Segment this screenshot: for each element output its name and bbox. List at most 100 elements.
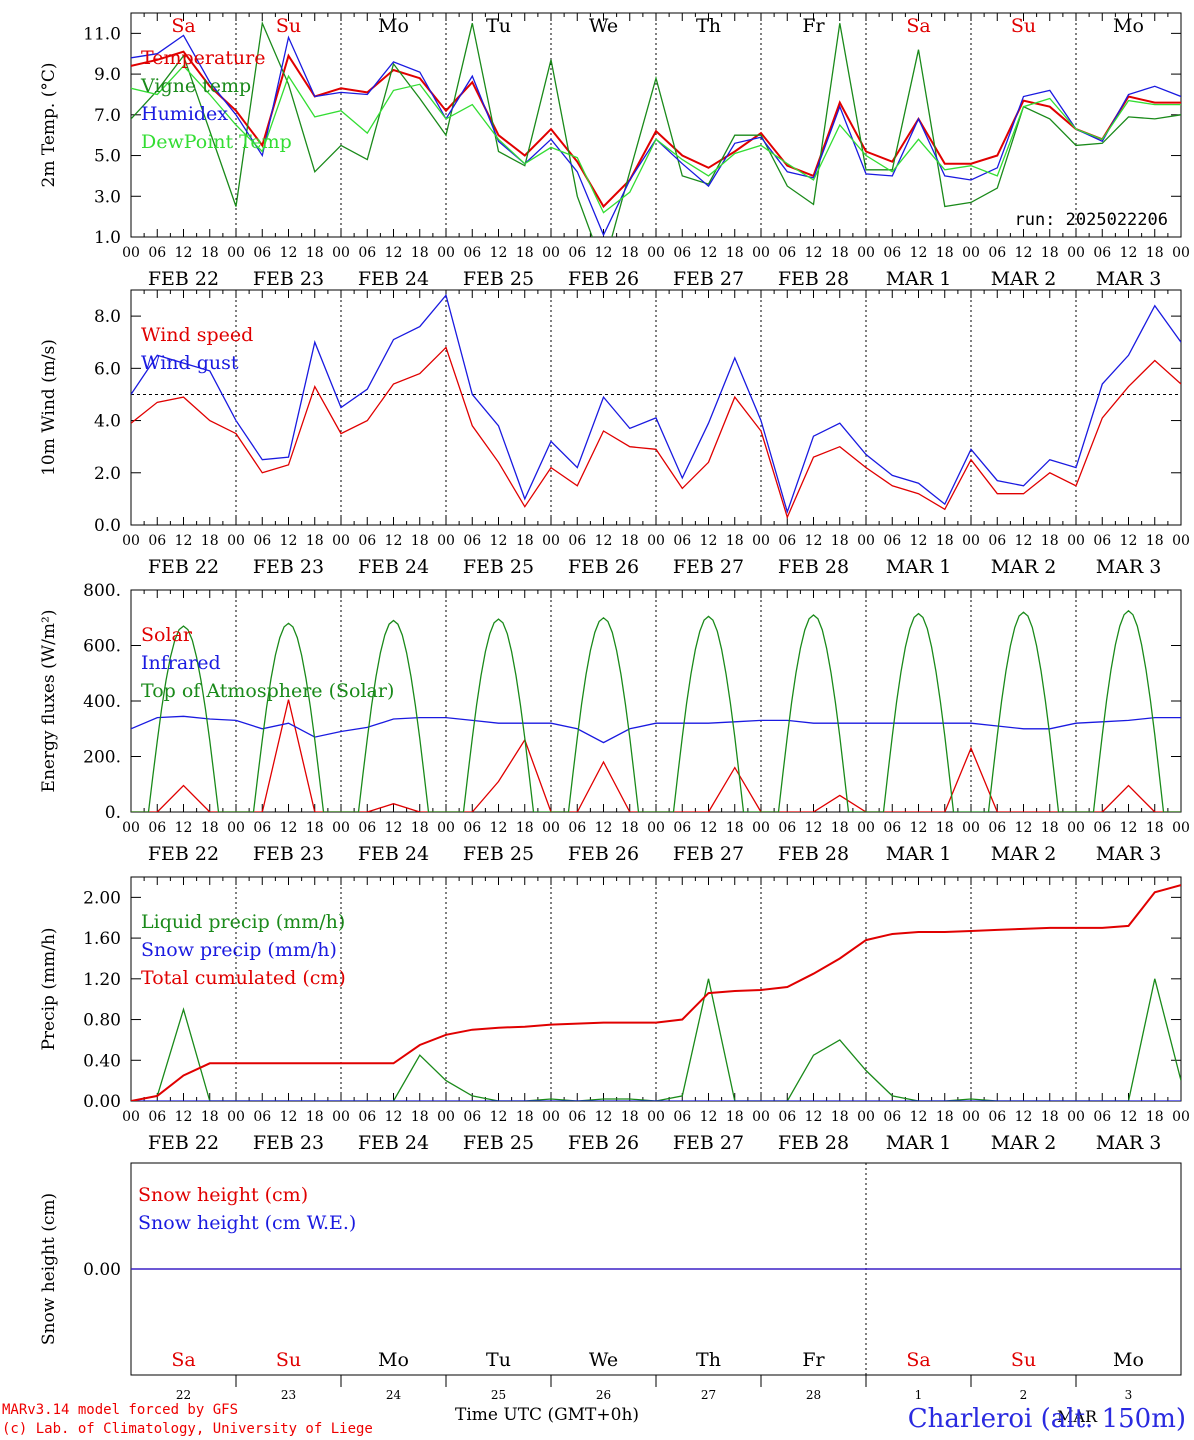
hour-label: 18: [201, 820, 219, 836]
date-label: FEB 24: [358, 843, 429, 865]
hour-label: 18: [1146, 245, 1164, 261]
date-label: FEB 24: [358, 556, 429, 578]
hour-label: 06: [253, 1109, 271, 1125]
hour-label: 06: [463, 533, 481, 549]
weekday-label: Su: [276, 1349, 301, 1371]
hour-label: 00: [437, 533, 455, 549]
date-label: FEB 27: [673, 1132, 744, 1154]
y-tick-label: 0.0: [94, 516, 121, 536]
hour-label: 06: [1093, 820, 1111, 836]
day-number-label: 24: [386, 1388, 402, 1402]
date-label: FEB 26: [568, 268, 639, 290]
legend-vigne-temp: Vigne temp: [140, 75, 251, 97]
date-label: MAR 2: [991, 843, 1057, 865]
weekday-label: Mo: [378, 15, 409, 37]
hour-label: 12: [595, 820, 613, 836]
y-tick-label: 5.0: [94, 147, 121, 167]
y-tick-label: 200.: [83, 748, 121, 768]
hour-label: 00: [857, 533, 875, 549]
hour-label: 12: [280, 820, 298, 836]
hour-label: 12: [175, 820, 193, 836]
hour-label: 18: [726, 820, 744, 836]
hour-label: 00: [542, 1109, 560, 1125]
date-label: FEB 22: [148, 556, 219, 578]
hour-label: 18: [201, 245, 219, 261]
hour-label: 12: [490, 820, 508, 836]
y-tick-label: 9.0: [94, 65, 121, 85]
hour-label: 00: [122, 245, 140, 261]
hour-label: 12: [700, 245, 718, 261]
weekday-label: Th: [696, 1349, 721, 1371]
series-temperature: [131, 50, 1181, 209]
weekday-label: Fr: [802, 1349, 825, 1371]
hour-label: 12: [175, 245, 193, 261]
legend-temperature: Temperature: [141, 47, 265, 69]
hour-label: 12: [700, 1109, 718, 1125]
series-vigne-temp: [131, 20, 1181, 237]
hour-label: 12: [700, 533, 718, 549]
hour-label: 12: [490, 1109, 508, 1125]
hour-label: 18: [306, 820, 324, 836]
hour-label: 12: [1120, 1109, 1138, 1125]
hour-label: 18: [516, 820, 534, 836]
weekday-label: Su: [276, 15, 301, 37]
hour-label: 12: [280, 245, 298, 261]
hour-label: 18: [306, 1109, 324, 1125]
hour-label: 18: [831, 1109, 849, 1125]
hour-label: 00: [227, 1109, 245, 1125]
y-tick-label: 2.00: [83, 888, 121, 908]
hour-label: 06: [253, 245, 271, 261]
hour-label: 18: [1146, 1109, 1164, 1125]
station-label: Charleroi (alt. 150m): [907, 1404, 1186, 1434]
hour-label: 00: [962, 245, 980, 261]
hour-label: 06: [568, 533, 586, 549]
hour-label: 00: [752, 245, 770, 261]
hour-label: 00: [1067, 820, 1085, 836]
date-label: FEB 26: [568, 1132, 639, 1154]
hour-label: 06: [778, 820, 796, 836]
hour-label: 18: [831, 245, 849, 261]
hour-label: 06: [1093, 1109, 1111, 1125]
legend-wind-gust: Wind gust: [141, 352, 239, 374]
date-label: FEB 23: [253, 843, 324, 865]
hour-label: 12: [385, 533, 403, 549]
hour-label: 12: [805, 1109, 823, 1125]
hour-label: 06: [358, 533, 376, 549]
hour-label: 18: [1041, 820, 1059, 836]
hour-label: 00: [332, 533, 350, 549]
weekday-label: Tu: [486, 15, 511, 37]
date-label: FEB 28: [778, 843, 849, 865]
hour-label: 12: [280, 1109, 298, 1125]
hour-label: 18: [831, 533, 849, 549]
hour-label: 12: [1015, 245, 1033, 261]
hour-label: 00: [332, 820, 350, 836]
series-wind-speed: [131, 346, 1181, 520]
date-label: FEB 27: [673, 268, 744, 290]
day-number-label: 23: [281, 1388, 296, 1402]
y-tick-label: 6.0: [94, 359, 121, 379]
hour-label: 18: [411, 533, 429, 549]
hour-label: 00: [752, 820, 770, 836]
hour-label: 06: [148, 820, 166, 836]
legend-humidex: Humidex: [141, 103, 228, 125]
hour-label: 00: [227, 245, 245, 261]
date-label: MAR 3: [1096, 556, 1162, 578]
hour-label: 12: [910, 533, 928, 549]
hour-label: 06: [358, 1109, 376, 1125]
date-label: FEB 28: [778, 556, 849, 578]
date-label: MAR 3: [1096, 1132, 1162, 1154]
hour-label: 00: [1172, 533, 1190, 549]
date-label: FEB 23: [253, 1132, 324, 1154]
date-label: MAR 3: [1096, 843, 1162, 865]
hour-label: 18: [936, 533, 954, 549]
hour-label: 06: [988, 533, 1006, 549]
hour-label: 00: [647, 533, 665, 549]
hour-label: 12: [595, 245, 613, 261]
weekday-label: We: [589, 1349, 618, 1371]
y-axis-label: 2m Temp. (°C): [39, 62, 59, 187]
series-dewpoint-temp: [131, 64, 1181, 214]
hour-label: 06: [673, 533, 691, 549]
hour-label: 12: [595, 1109, 613, 1125]
day-number-label: 2: [1020, 1388, 1028, 1402]
hour-label: 06: [988, 245, 1006, 261]
